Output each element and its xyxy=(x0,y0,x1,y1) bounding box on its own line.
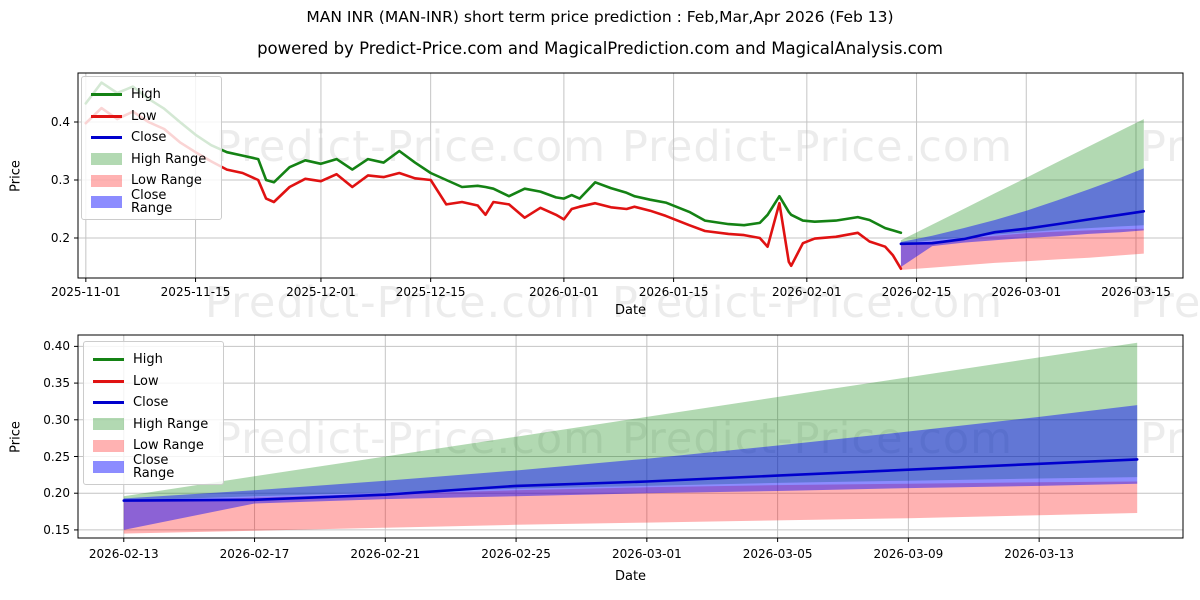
bottom-chart-legend: High Low Close High Range Low Range Clos… xyxy=(83,341,224,485)
y-tick-label: 0.30 xyxy=(43,412,70,427)
x-axis-title: Date xyxy=(614,569,647,584)
x-tick-label: 2025-11-15 xyxy=(160,285,231,299)
legend-item-high: High xyxy=(91,84,211,106)
legend-label: Close Range xyxy=(133,453,175,482)
page-title: MAN INR (MAN-INR) short term price predi… xyxy=(306,8,894,26)
x-tick-label: 2026-01-01 xyxy=(529,285,599,299)
watermark-row: Predict-Price.com Predict-Price.com Predic… xyxy=(78,335,1183,538)
low-range-swatch xyxy=(93,439,124,452)
legend-label: Low Range xyxy=(133,438,204,454)
x-tick-label: 2025-12-01 xyxy=(286,285,356,299)
legend-item-low-range: Low Range xyxy=(93,435,213,457)
close-range-band xyxy=(123,405,1138,530)
high-line-swatch xyxy=(91,93,122,97)
x-tick-label: 2026-01-15 xyxy=(638,285,709,299)
legend-label: Close Range xyxy=(131,188,173,217)
legend-item-high-range: High Range xyxy=(91,149,211,171)
legend-item-close-range: Close Range xyxy=(91,188,211,217)
close-range-swatch xyxy=(91,196,122,209)
high-line-swatch xyxy=(93,358,124,362)
x-tick-label: 2026-03-13 xyxy=(1004,547,1075,561)
y-tick-label: 0.15 xyxy=(43,522,70,537)
low-range-swatch xyxy=(91,174,122,187)
watermark-text: Predict-Price.com xyxy=(215,414,607,464)
legend-item-high-range: High Range xyxy=(93,414,213,436)
watermark-text: Predict-Price.com xyxy=(205,278,597,328)
watermark-text: Predict-Price.com xyxy=(1140,414,1183,464)
x-tick-label: 2026-03-01 xyxy=(991,285,1062,299)
legend-label: High Range xyxy=(131,151,207,167)
x-tick-label: 2026-03-15 xyxy=(1101,285,1171,299)
watermark-text: Predict-Price.com xyxy=(1140,122,1183,172)
x-tick-label: 2026-02-01 xyxy=(771,285,842,299)
x-axis-title: Date xyxy=(614,303,647,318)
y-tick-label: 0.40 xyxy=(43,339,70,354)
y-tick-label: 0.2 xyxy=(50,230,70,245)
low-line-swatch xyxy=(91,114,122,118)
low-line-swatch xyxy=(93,379,124,383)
y-tick-label: 0.20 xyxy=(43,486,70,501)
close-line-swatch xyxy=(91,136,122,140)
legend-label: Close xyxy=(133,395,169,411)
legend-label: High xyxy=(131,87,161,103)
close-range-band xyxy=(900,168,1144,267)
x-tick-label: 2026-03-09 xyxy=(873,547,944,561)
y-tick-label: 0.25 xyxy=(43,449,70,464)
watermark-text: Predict-Price.com xyxy=(622,414,1013,464)
x-tick-label: 2026-02-25 xyxy=(481,547,551,561)
x-tick-label: 2026-02-21 xyxy=(350,547,421,561)
high-range-band xyxy=(123,342,1138,501)
legend-item-low: Low xyxy=(91,106,211,128)
close-line-swatch xyxy=(93,401,124,405)
watermark-text: Predict-Price.com xyxy=(612,278,1004,328)
watermark-text: Predict-Price.com xyxy=(215,122,607,172)
x-tick-label: 2026-02-15 xyxy=(881,285,952,299)
x-tick-label: 2026-03-01 xyxy=(611,547,682,561)
top-chart-legend: High Low Close High Range Low Range Clos… xyxy=(81,76,222,220)
high-range-band xyxy=(900,119,1144,244)
watermark-row: Predict-Price.com Predict-Price.com Predic… xyxy=(0,262,1200,330)
legend-item-close: Close xyxy=(91,127,211,149)
low-line xyxy=(84,106,903,271)
high-range-swatch xyxy=(91,153,122,166)
x-tick-label: 2026-03-05 xyxy=(742,547,813,561)
x-tick-label: 2026-02-13 xyxy=(88,547,159,561)
x-tick-label: 2026-02-17 xyxy=(219,547,290,561)
legend-item-low-range: Low Range xyxy=(91,170,211,192)
legend-item-high: High xyxy=(93,349,213,371)
legend-item-low: Low xyxy=(93,371,213,393)
axes-frame xyxy=(77,72,1184,279)
x-tick-label: 2025-12-15 xyxy=(395,285,466,299)
watermark-text: Predict-Price.com xyxy=(1130,278,1200,328)
y-tick-label: 0.35 xyxy=(43,376,70,391)
legend-label: Low xyxy=(133,373,159,389)
legend-label: Close xyxy=(131,130,167,146)
legend-label: High xyxy=(133,352,163,368)
axes-frame xyxy=(77,334,1184,539)
y-tick-label: 0.3 xyxy=(50,172,70,187)
legend-label: Low xyxy=(131,108,157,124)
high-range-swatch xyxy=(93,418,124,431)
legend-item-close: Close xyxy=(93,392,213,414)
legend-item-close-range: Close Range xyxy=(93,453,213,482)
y-tick-label: 0.4 xyxy=(50,115,70,129)
close-line xyxy=(899,210,1146,246)
high-line xyxy=(84,81,903,235)
watermark-text: Predict-Price.com xyxy=(622,122,1014,172)
close-line xyxy=(122,458,1139,502)
watermark-row: Predict-Price.com Predict-Price.com Predic… xyxy=(78,73,1183,278)
legend-label: Low Range xyxy=(131,173,202,189)
y-axis-title: Price xyxy=(8,159,24,192)
x-tick-label: 2025-11-01 xyxy=(50,285,121,299)
y-axis-title: Price xyxy=(8,420,24,453)
page-subtitle: powered by Predict-Price.com and Magical… xyxy=(257,39,943,58)
close-range-swatch xyxy=(93,461,124,474)
legend-label: High Range xyxy=(133,416,209,432)
